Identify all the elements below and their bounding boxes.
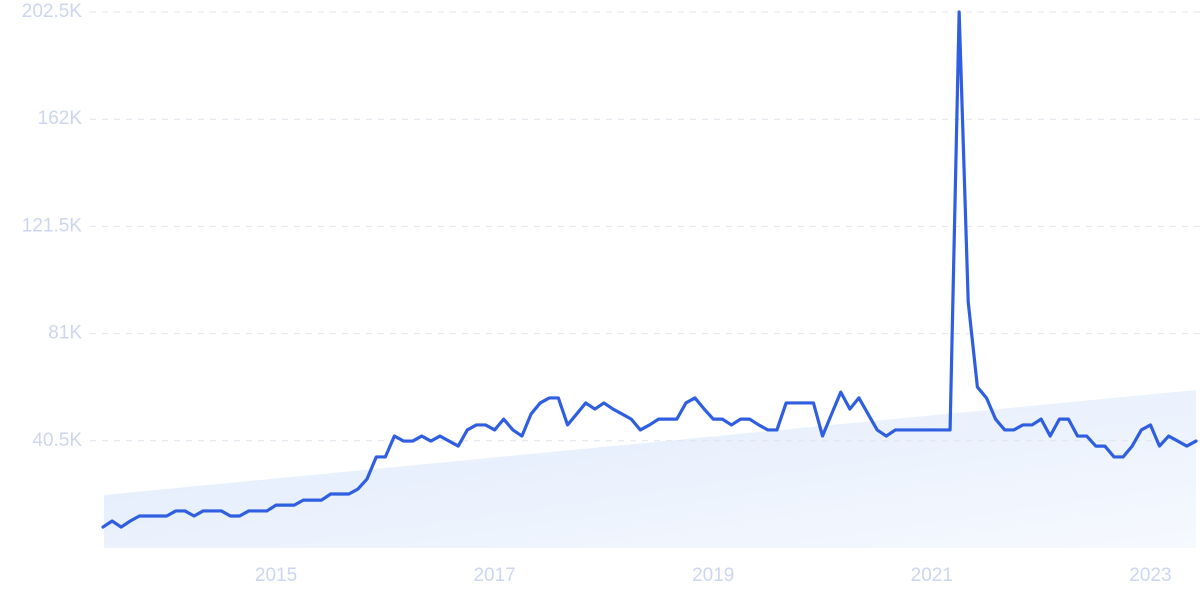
y-tick-label: 81K [48,323,82,344]
x-tick-label: 2015 [255,565,297,586]
y-tick-label: 121.5K [22,215,83,236]
x-tick-label: 2021 [911,565,953,586]
x-tick-label: 2019 [692,565,734,586]
y-tick-label: 202.5K [22,1,83,22]
x-tick-label: 2023 [1129,565,1171,586]
trend-area [104,390,1196,548]
y-tick-label: 162K [38,108,83,129]
x-tick-label: 2017 [473,565,515,586]
y-tick-label: 40.5K [32,430,82,451]
line [101,10,1198,529]
